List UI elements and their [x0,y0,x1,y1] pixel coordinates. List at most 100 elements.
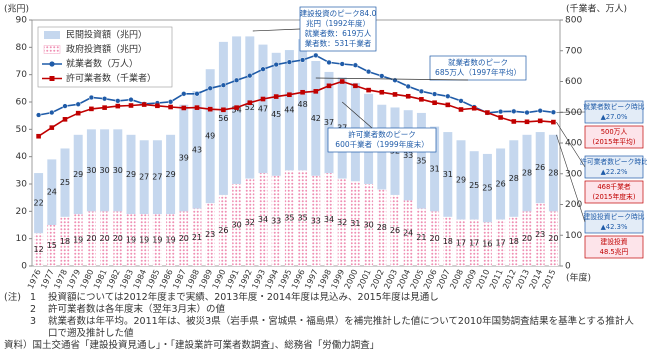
bar-value-label: 31 [443,170,453,179]
bar-value-label: 19 [73,236,83,245]
bar [377,189,387,266]
marker [167,99,174,105]
bar-value-label: 18 [509,237,519,246]
bar-value-label: 25 [60,178,70,187]
bar [192,208,202,266]
bar-value-label: 24 [403,229,413,238]
bar-value-label: 26 [218,226,228,235]
marker [471,105,477,111]
annotation-arrow [252,28,301,32]
bar [430,126,440,212]
bar [456,140,466,220]
bar-value-label: 19 [126,236,136,245]
bar [218,194,228,266]
bar [509,216,519,266]
marker [339,79,345,84]
marker [300,89,305,95]
marker [326,83,332,89]
bar [509,140,519,217]
side-note-text: 就業者数ピーク時比 [583,102,644,111]
side-note-text: ▲27.0% [601,113,628,121]
marker [537,118,543,124]
bar-value-label: 33 [403,151,413,160]
bar-value-label: 20 [430,234,440,243]
y2-tick-label: 500 [565,108,582,118]
bar [482,222,492,266]
marker [458,107,464,112]
bar-value-label: 17 [496,238,506,247]
bar-value-label: 28 [377,223,387,232]
bar-value-label: 20 [548,234,558,243]
bar [430,211,440,266]
marker [115,98,121,104]
bar [126,214,136,266]
marker [233,77,240,83]
marker [445,102,451,108]
marker [62,117,68,122]
source: 資料）国土交通省「建設投資見通し」・「建設業許可業者数調査」、総務省「労働力調査… [4,340,380,351]
bar-value-label: 52 [245,103,255,112]
bar-value-label: 39 [179,154,189,163]
marker [234,105,239,110]
marker [260,96,266,102]
bar [324,173,334,266]
marker [36,133,41,139]
annotation-box [429,55,527,81]
bar-value-label: 49 [205,132,215,141]
bar [166,214,176,266]
side-note-text: 建設投資ピーク時比 [583,212,644,221]
note-row: 3 就業者数は年平均。2011年は、被災3県（岩手県・宮城県・福島県）を補完推計し… [4,316,643,340]
bar [179,211,189,266]
bar [218,41,228,195]
bar-value-label: 29 [73,170,83,179]
bar-value-label: 30 [364,221,374,230]
bar-value-label: 32 [337,218,347,227]
side-note-pointer [556,134,586,223]
bar-value-label: 17 [469,238,479,247]
bar [205,69,215,204]
legend-label: 許可業者数（千業者） [66,72,156,84]
marker [260,66,266,72]
bar-value-label: 19 [152,236,162,245]
bar-value-label: 18 [443,237,453,246]
marker [207,85,213,91]
bar-value-label: 20 [86,234,96,243]
bar [522,211,532,266]
marker [485,110,490,115]
marker [115,103,121,109]
bar [60,216,70,266]
marker [207,106,213,112]
marker [62,103,68,109]
bar-value-label: 23 [535,230,545,239]
marker [550,109,557,115]
bar-value-label: 19 [139,236,149,245]
marker [35,112,42,118]
bar-value-label: 18 [60,237,70,246]
legend-swatch [44,31,60,39]
annotation-text: 兆円（1992年度） [306,18,370,28]
bar-value-label: 19 [166,236,176,245]
bar [73,134,83,215]
y2-tick-label: 300 [565,169,582,179]
bar-value-label: 17 [456,238,466,247]
bar-value-label: 37 [324,118,334,127]
bar [456,219,466,266]
bar [113,129,123,212]
bar-value-label: 16 [482,240,492,249]
marker [326,59,332,66]
chart: (兆円) (千業者、万人) (年度) 010203040506070809001… [4,3,647,291]
bar [469,219,479,266]
marker [432,100,437,106]
bar [535,132,545,204]
side-note-text: 500万人 [601,128,628,136]
bar-value-label: 56 [218,114,228,123]
annotation-box [327,127,437,153]
annotation-text: 許可業者数のピーク [348,129,416,139]
bar [364,184,374,266]
y-tick-label: 80 [16,43,28,53]
marker [194,105,200,110]
side-note-text: ▲22.2% [601,168,628,176]
legend-box [37,26,173,88]
side-note-text: 許可業者数ピーク時比 [580,157,647,166]
y-tick-label: 70 [16,70,28,80]
